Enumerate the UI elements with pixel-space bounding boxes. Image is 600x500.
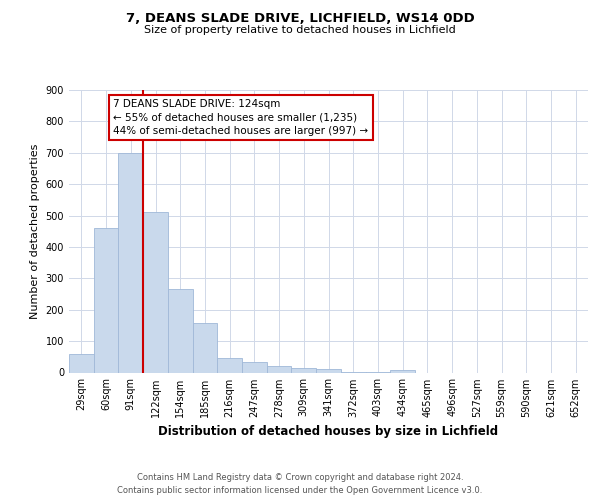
X-axis label: Distribution of detached houses by size in Lichfield: Distribution of detached houses by size … — [158, 425, 499, 438]
Bar — [390, 370, 415, 372]
Bar — [193, 323, 217, 372]
Y-axis label: Number of detached properties: Number of detached properties — [30, 144, 40, 319]
Bar — [118, 153, 143, 372]
Text: Contains HM Land Registry data © Crown copyright and database right 2024.
Contai: Contains HM Land Registry data © Crown c… — [118, 474, 482, 495]
Bar — [267, 366, 292, 372]
Bar — [168, 290, 193, 372]
Text: 7, DEANS SLADE DRIVE, LICHFIELD, WS14 0DD: 7, DEANS SLADE DRIVE, LICHFIELD, WS14 0D… — [125, 12, 475, 26]
Bar — [292, 368, 316, 372]
Text: Size of property relative to detached houses in Lichfield: Size of property relative to detached ho… — [144, 25, 456, 35]
Bar — [217, 358, 242, 372]
Bar — [94, 228, 118, 372]
Bar — [316, 370, 341, 372]
Bar — [143, 212, 168, 372]
Bar — [242, 362, 267, 372]
Text: 7 DEANS SLADE DRIVE: 124sqm
← 55% of detached houses are smaller (1,235)
44% of : 7 DEANS SLADE DRIVE: 124sqm ← 55% of det… — [113, 100, 368, 136]
Bar — [69, 354, 94, 372]
